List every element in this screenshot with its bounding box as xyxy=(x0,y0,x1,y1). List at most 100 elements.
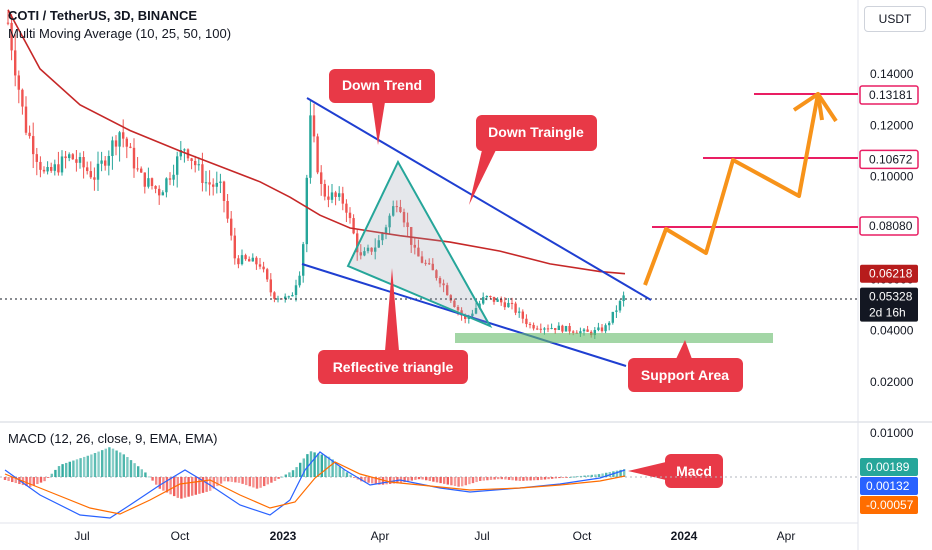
last-price-box xyxy=(860,287,918,322)
candle-body xyxy=(212,184,215,187)
macd-histogram-bar xyxy=(252,477,255,488)
macd-histogram-bar xyxy=(137,466,140,477)
macd-histogram-bar xyxy=(507,477,511,480)
macd-histogram-bar xyxy=(561,477,565,478)
candle-body xyxy=(500,299,503,303)
macd-histogram-bar xyxy=(518,477,521,481)
macd-histogram-bar xyxy=(450,477,453,486)
macd-histogram-bar xyxy=(443,477,446,484)
candle-body xyxy=(323,183,326,197)
candle-body xyxy=(410,226,413,245)
candle-body xyxy=(183,149,186,151)
candle-body xyxy=(233,235,236,259)
macd-histogram-bar xyxy=(144,472,147,477)
macd-histogram-bar xyxy=(335,462,338,477)
candle-body xyxy=(10,22,13,51)
candle-body xyxy=(330,192,334,200)
macd-histogram-bar xyxy=(439,477,442,484)
macd-histogram-bar xyxy=(241,477,244,484)
candle-body xyxy=(557,325,560,331)
macd-histogram-bar xyxy=(259,477,262,488)
macd-histogram-bar xyxy=(158,477,161,489)
label-macd: Macd xyxy=(628,454,723,488)
macd-histogram-bar xyxy=(212,477,215,489)
macd-histogram-bar xyxy=(464,477,467,486)
macd-line xyxy=(4,451,626,519)
candle-body xyxy=(604,325,607,332)
macd-histogram-bar xyxy=(263,477,266,487)
candle-body xyxy=(550,328,553,330)
label-reflective-triangle: Reflective triangle xyxy=(318,268,468,384)
macd-histogram-bar xyxy=(115,450,118,477)
candle-body xyxy=(611,311,614,323)
candle-body xyxy=(442,283,445,286)
candle-body xyxy=(359,252,362,256)
macd-histogram-bar xyxy=(302,458,305,477)
candle-body xyxy=(518,311,521,313)
macd-legend[interactable]: MACD (12, 26, close, 9, EMA, EMA) xyxy=(8,431,218,446)
price-label-text: 0.08080 xyxy=(869,219,913,233)
macd-histogram-bar xyxy=(313,452,316,477)
candle-body xyxy=(438,278,442,284)
macd-histogram-bar xyxy=(414,477,417,480)
candle-body xyxy=(118,132,121,147)
macd-histogram-bar xyxy=(551,477,554,479)
macd-histogram-bar xyxy=(72,460,75,477)
macd-histogram-bar xyxy=(104,448,107,477)
label-down-triangle: Down Traingle xyxy=(469,115,597,205)
countdown-text: 2d 16h xyxy=(869,306,906,320)
macd-histogram-bar xyxy=(216,477,219,487)
macd-histogram-bar xyxy=(32,477,35,486)
candle-body xyxy=(82,157,85,168)
candle-body xyxy=(255,257,258,265)
macd-histogram-bar xyxy=(309,451,313,477)
candle-body xyxy=(150,178,154,186)
macd-histogram-bar xyxy=(68,461,71,477)
moving-average-line xyxy=(7,9,626,275)
candle-body xyxy=(147,178,150,187)
candle-body xyxy=(240,255,244,265)
candle-body xyxy=(453,300,456,307)
macd-histogram-bar xyxy=(392,477,395,484)
x-tick-label: Apr xyxy=(777,529,796,543)
candle-body xyxy=(424,262,427,264)
x-tick-label: Oct xyxy=(573,529,592,543)
candle-body xyxy=(374,247,377,252)
label-reflective-triangle-text: Reflective triangle xyxy=(333,359,454,375)
candle-body xyxy=(417,247,420,257)
macd-histogram-bar xyxy=(587,475,590,477)
label-down-trend-text: Down Trend xyxy=(342,77,422,93)
macd-histogram-bar xyxy=(331,459,334,477)
macd-histogram-bar xyxy=(119,452,122,477)
candle-body xyxy=(244,255,247,260)
candle-body xyxy=(464,315,467,320)
macd-histogram-bar xyxy=(320,454,323,477)
macd-histogram-bar xyxy=(493,477,496,480)
macd-histogram-bar xyxy=(486,477,489,481)
candle-body xyxy=(68,154,71,159)
candle-body xyxy=(316,136,319,173)
candle-body xyxy=(327,196,330,200)
macd-histogram-bar xyxy=(371,477,374,484)
macd-histogram-bar xyxy=(461,477,464,487)
candle-body xyxy=(352,218,355,234)
macd-histogram-bar xyxy=(39,477,43,483)
macd-histogram-bar xyxy=(237,477,241,483)
macd-histogram-bar xyxy=(529,477,532,481)
candle-body xyxy=(384,227,388,234)
candle-body xyxy=(71,154,74,160)
candle-body xyxy=(334,192,337,197)
candle-body xyxy=(482,297,485,304)
macd-histogram-bar xyxy=(489,477,493,480)
currency-button[interactable]: USDT xyxy=(864,6,926,32)
candle-body xyxy=(377,240,380,248)
candle-body xyxy=(21,89,24,107)
indicator-legend[interactable]: Multi Moving Average (10, 25, 50, 100) xyxy=(8,26,232,41)
macd-histogram-bar xyxy=(554,477,557,479)
candle-body xyxy=(208,182,211,185)
candle-body xyxy=(406,222,409,227)
macd-value-text: 0.00132 xyxy=(866,479,910,493)
macd-histogram-bar xyxy=(525,477,529,481)
